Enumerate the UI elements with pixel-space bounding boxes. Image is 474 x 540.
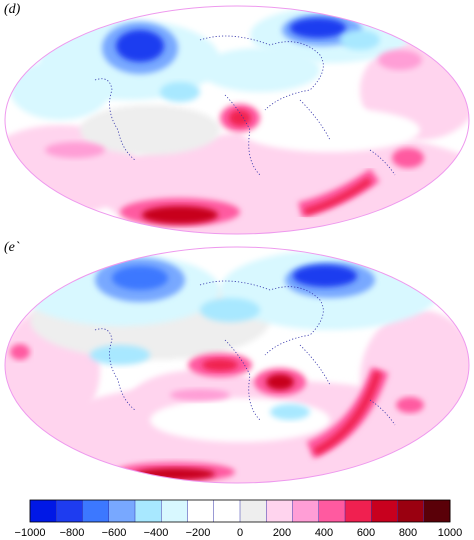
colorbar-bin — [318, 500, 346, 522]
map-outline-e — [4, 246, 470, 484]
colorbar-bin — [345, 500, 372, 522]
colorbar-bin — [240, 500, 267, 522]
coastlines-d — [94, 35, 396, 176]
colorbar-tick-label: 400 — [315, 527, 333, 539]
colorbar-tick-label: −400 — [144, 527, 169, 539]
coastlines-e — [94, 280, 396, 426]
colorbar-bin — [56, 500, 83, 522]
colorbar-tick-label: −600 — [102, 527, 127, 539]
colorbar-bin — [423, 500, 451, 522]
colorbar-bin — [371, 500, 398, 522]
field-e — [5, 247, 469, 483]
colorbar-bin — [213, 500, 241, 522]
colorbar: −1000 −800 −600 −400 −200 0 200 400 600 800 1000 — [15, 499, 463, 539]
colorbar-ticks: −1000 −800 −600 −400 −200 0 200 400 600 800 1000 — [15, 527, 463, 539]
colorbar-bins — [29, 500, 451, 522]
colorbar-bin — [108, 500, 136, 522]
colorbar-tick-label: −200 — [186, 527, 211, 539]
colorbar-bin — [161, 500, 188, 522]
map-outline-d — [4, 5, 470, 235]
colorbar-tick-label: 600 — [357, 527, 375, 539]
panel-label-e: (e` — [4, 240, 20, 255]
colorbar-tick-label: 0 — [237, 527, 243, 539]
colorbar-bin — [292, 500, 320, 522]
colorbar-bin — [30, 500, 57, 522]
colorbar-bin — [82, 500, 110, 522]
field-d — [5, 6, 469, 234]
mollweide-map-d — [4, 5, 470, 235]
colorbar-bin — [187, 500, 215, 522]
colorbar-bin — [266, 500, 293, 522]
colorbar-bin — [135, 500, 162, 522]
colorbar-tick-label: −1000 — [15, 527, 46, 539]
panel-label-d: (d) — [4, 2, 21, 17]
colorbar-tick-label: 200 — [273, 527, 291, 539]
colorbar-tick-label: −800 — [60, 527, 85, 539]
colorbar-bin — [397, 500, 425, 522]
mollweide-map-e — [4, 246, 470, 484]
colorbar-tick-label: 1000 — [438, 527, 462, 539]
colorbar-tick-label: 800 — [399, 527, 417, 539]
